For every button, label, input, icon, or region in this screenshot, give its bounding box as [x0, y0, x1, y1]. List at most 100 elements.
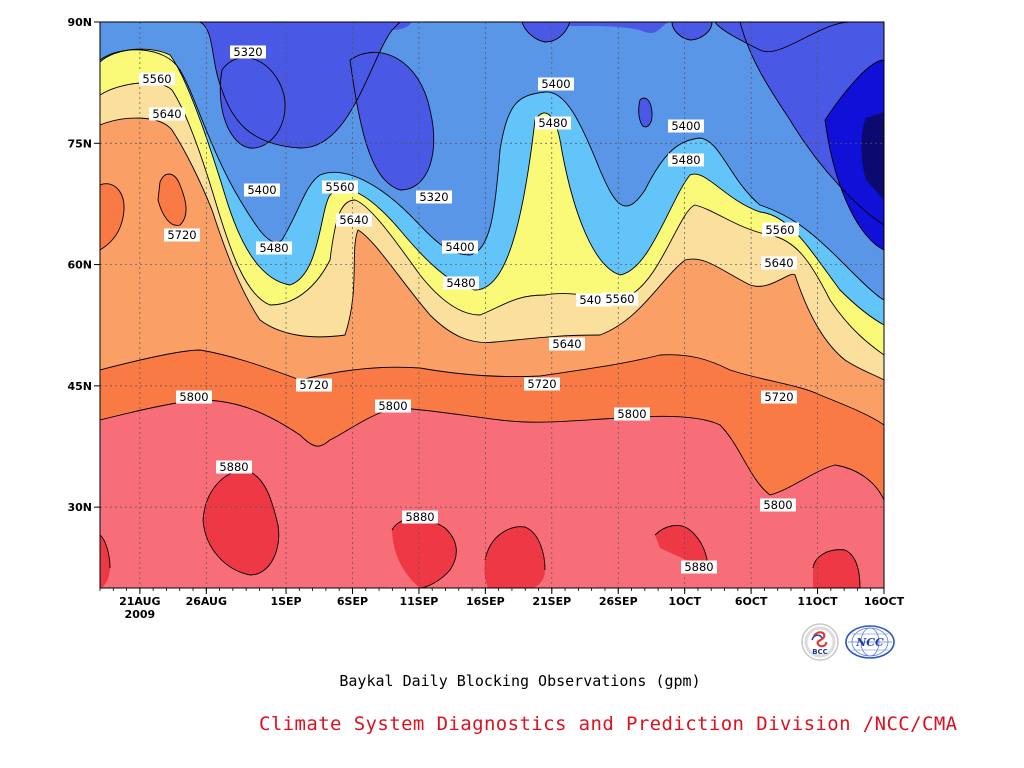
band-5320-top-c: [672, 22, 712, 40]
contour-label-bg-7: [256, 241, 292, 255]
bcc-logo: BCC: [801, 623, 839, 661]
contour-label-12: 5560: [142, 72, 171, 86]
contour-label-24: 5800: [179, 390, 208, 404]
contour-label-bg-24: [176, 390, 212, 404]
x-tick-label-7: 26SEP: [599, 595, 638, 608]
contour-label-bg-15: [762, 223, 798, 237]
band-peak-a: [203, 470, 279, 575]
contour-label-bg-27: [760, 498, 796, 512]
y-tick-label-4: 30N: [67, 501, 92, 514]
x-tick-label-11: 16OCT: [864, 595, 905, 608]
contour-fill-layers: [100, 22, 884, 588]
x-tick-label-6: 21SEP: [532, 595, 571, 608]
contour-label-bg-28: [216, 460, 252, 474]
contour-label-29: 5880: [405, 510, 434, 524]
contour-label-21: 5720: [299, 378, 328, 392]
contour-label-bg-13: [322, 180, 358, 194]
contour-label-bg-21: [296, 378, 332, 392]
contour-label-26: 5800: [617, 407, 646, 421]
grid-lines: [100, 22, 884, 588]
contour-label-2: 5400: [247, 183, 276, 197]
contour-label-6: 5400: [579, 293, 608, 307]
contour-label-19: 5640: [764, 256, 793, 270]
contour-label-16: 5640: [152, 107, 181, 121]
contour-label-bg-30: [681, 560, 717, 574]
contour-label-9: 5480: [538, 116, 567, 130]
band-5800-5880-inset: [100, 183, 125, 250]
contour-label-27: 5800: [763, 498, 792, 512]
x-axis: 21AUG 26AUG 1SEP 6SEP 11SEP 16SEP 21SEP 26SEP 1O…: [99, 588, 905, 621]
contour-label-bg-3: [538, 77, 574, 91]
y-tick-label-0: 90N: [67, 16, 92, 29]
y-axis: 90N 75N 60N 45N 30N: [67, 16, 100, 514]
contour-label-13: 5560: [325, 180, 354, 194]
contour-label-bg-23: [761, 390, 797, 404]
bcc-logo-text: BCC: [812, 648, 828, 656]
contour-label-4: 5400: [445, 240, 474, 254]
contour-label-17: 5640: [339, 213, 368, 227]
chart-title: Baykal Daily Blocking Observations (gpm): [339, 672, 701, 690]
contour-label-bg-22: [524, 377, 560, 391]
band-peak-f: [100, 535, 110, 588]
contour-label-bg-2: [244, 183, 280, 197]
y-tick-label-2: 60N: [67, 259, 92, 272]
contour-label-1: 5320: [419, 190, 448, 204]
contour-label-14: 5560: [605, 292, 634, 306]
band-peak-e: [813, 549, 860, 588]
contour-label-bg-18: [549, 337, 585, 351]
contour-label-bg-10: [668, 153, 704, 167]
x-tick-label-3: 6SEP: [337, 595, 368, 608]
contour-label-10: 5480: [671, 153, 700, 167]
contour-label-bg-26: [614, 407, 650, 421]
band-peak-c: [484, 526, 545, 588]
x-year-label: 2009: [125, 608, 156, 621]
band-5800-5880-inset-b: [158, 174, 187, 226]
contour-label-3: 5400: [541, 77, 570, 91]
contour-label-bg-20: [164, 228, 200, 242]
contour-label-30: 5880: [684, 560, 713, 574]
contour-label-bg-4: [442, 240, 478, 254]
contour-label-0: 5320: [233, 45, 262, 59]
ncc-logo: NCC: [845, 625, 895, 659]
credit-line: Climate System Diagnostics and Predictio…: [259, 713, 958, 735]
x-tick-label-0: 21AUG: [119, 595, 160, 608]
band-peak-b: [392, 518, 457, 588]
band-5320-small: [638, 98, 652, 127]
contour-label-bg-0: [230, 45, 266, 59]
band-5320-inner-a: [220, 57, 286, 149]
contour-label-bg-5: [668, 119, 704, 133]
contour-label-bg-25: [375, 399, 411, 413]
band-peak-d: [655, 525, 708, 570]
contour-label-5: 5400: [671, 119, 700, 133]
contour-label-bg-14: [602, 292, 638, 306]
contour-label-bg-19: [761, 256, 797, 270]
contour-label-22: 5720: [527, 377, 556, 391]
logos: BCC NCC: [801, 623, 895, 661]
x-tick-label-8: 1OCT: [668, 595, 701, 608]
contour-label-bg-29: [402, 510, 438, 524]
x-tick-label-2: 1SEP: [270, 595, 301, 608]
x-tick-label-9: 6OCT: [735, 595, 768, 608]
band-peak-low: [861, 112, 884, 200]
contour-label-bg-8: [443, 276, 479, 290]
x-tick-label-4: 11SEP: [400, 595, 439, 608]
x-tick-label-1: 26AUG: [186, 595, 227, 608]
band-below-5320: [825, 60, 884, 250]
x-tick-label-10: 11OCT: [797, 595, 838, 608]
contour-label-15: 5560: [765, 223, 794, 237]
x-tick-label-5: 16SEP: [466, 595, 505, 608]
contour-chart: 5320 5320 5400 5400 5400 5400 5400 5480 5480 5480…: [67, 16, 905, 621]
contour-label-28: 5880: [219, 460, 248, 474]
contour-label-bg-9: [535, 116, 571, 130]
contour-label-bg-16: [149, 107, 185, 121]
contour-labels: 5320 5320 5400 5400 5400 5400 5400 5480 5480 5480…: [139, 45, 799, 574]
ncc-logo-text: NCC: [855, 636, 884, 649]
contour-label-20: 5720: [167, 228, 196, 242]
contour-lines: [100, 22, 884, 588]
contour-label-bg-17: [336, 213, 372, 227]
contour-label-18: 5640: [552, 337, 581, 351]
y-tick-label-1: 75N: [67, 137, 92, 150]
plot-frame: [99, 21, 885, 589]
contour-label-bg-12: [139, 72, 175, 86]
contour-label-25: 5800: [378, 399, 407, 413]
